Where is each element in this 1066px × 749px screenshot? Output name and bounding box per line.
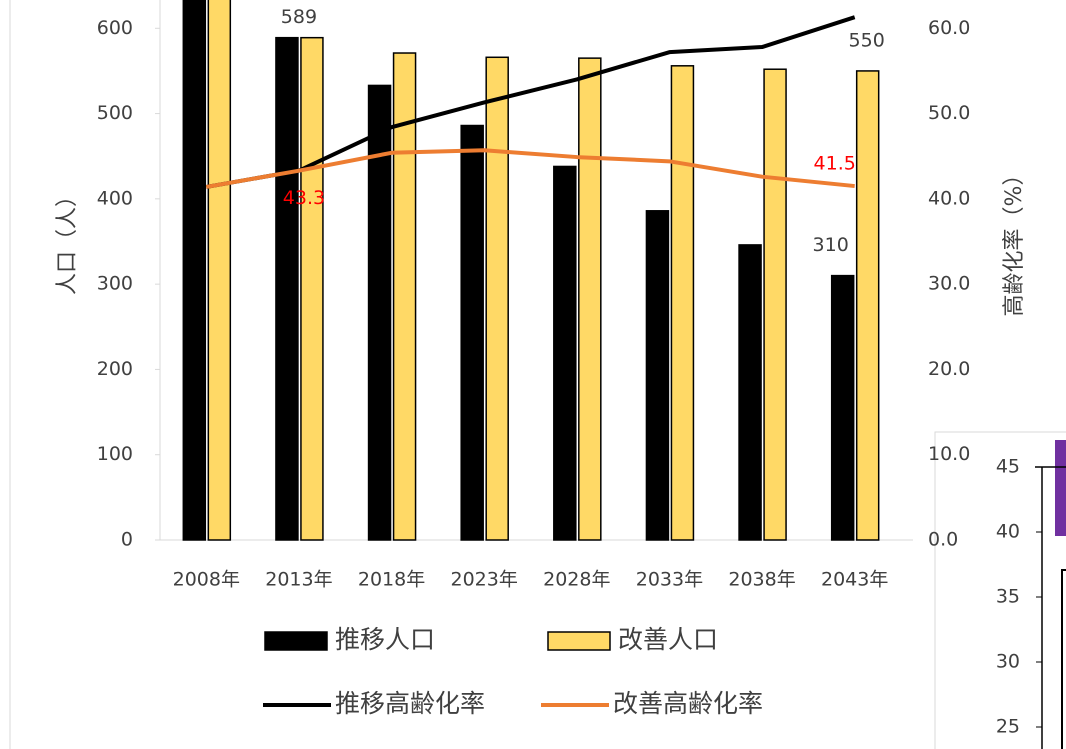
y-tick-label: 0 [121, 529, 133, 551]
legend-label: 推移高齢化率 [335, 689, 485, 718]
data-label: 310 [813, 234, 849, 256]
data-label: 550 [849, 29, 885, 51]
inset-y-tick-label: 40 [996, 521, 1020, 543]
data-label: 43.3 [283, 187, 325, 209]
line [205, 148, 855, 189]
legend-label: 改善高齢化率 [613, 689, 763, 718]
bar [738, 244, 762, 541]
x-tick-label: 2018年 [358, 569, 425, 591]
y-tick-label: 600 [97, 17, 133, 39]
y-tick-label: 300 [97, 273, 133, 295]
data-label: 41.5 [814, 153, 856, 175]
bar [670, 65, 695, 541]
line [205, 15, 856, 189]
y2-tick-label: 10.0 [928, 443, 970, 465]
y-tick-label: 100 [97, 443, 133, 465]
x-tick-label: 2008年 [173, 569, 240, 591]
legend-label: 推移人口 [335, 625, 435, 654]
bar [182, 0, 207, 541]
chart-frame [9, 0, 11, 749]
bar [645, 210, 670, 541]
bar [485, 56, 509, 541]
y-tick-label: 500 [97, 102, 133, 124]
bar [855, 70, 880, 541]
y2-tick-label: 20.0 [928, 358, 970, 380]
y-axis-title: 人口（人） [55, 185, 80, 295]
x-tick-label: 2043年 [821, 569, 888, 591]
bar [275, 36, 299, 541]
y2-tick-label: 0.0 [928, 529, 958, 551]
legend-swatch [547, 631, 611, 651]
bar [367, 84, 392, 541]
y-tick-label: 400 [97, 187, 133, 209]
inset-y-tick-label: 25 [996, 716, 1020, 738]
inset-chart-frame [934, 431, 1066, 749]
inset-header [1055, 440, 1066, 536]
bar [578, 57, 602, 541]
inset-y-tick-label: 45 [996, 456, 1020, 478]
y2-tick-label: 50.0 [928, 102, 970, 124]
x-tick-label: 2028年 [543, 569, 610, 591]
y-tick-label: 200 [97, 358, 133, 380]
legend-label: 改善人口 [618, 625, 718, 654]
bar [830, 274, 855, 541]
x-tick-label: 2013年 [265, 569, 332, 591]
legend-swatch [264, 631, 328, 651]
data-label: 589 [281, 6, 317, 28]
x-tick-label: 2023年 [451, 569, 518, 591]
inset-shape [1061, 569, 1066, 749]
bar [553, 165, 577, 541]
bar [207, 0, 232, 541]
bar [763, 68, 787, 541]
y2-tick-label: 40.0 [928, 187, 970, 209]
bar [392, 52, 417, 541]
bar [460, 124, 484, 541]
y2-tick-label: 60.0 [928, 17, 970, 39]
x-tick-label: 2033年 [636, 569, 703, 591]
inset-y-tick-label: 35 [996, 586, 1020, 608]
bar [300, 36, 324, 541]
data-label: 61.3 [814, 0, 856, 3]
y2-tick-label: 30.0 [928, 273, 970, 295]
inset-y-tick-label: 30 [996, 651, 1020, 673]
y2-axis-title: 高齢化率（%） [1002, 164, 1027, 317]
x-tick-label: 2038年 [728, 569, 795, 591]
